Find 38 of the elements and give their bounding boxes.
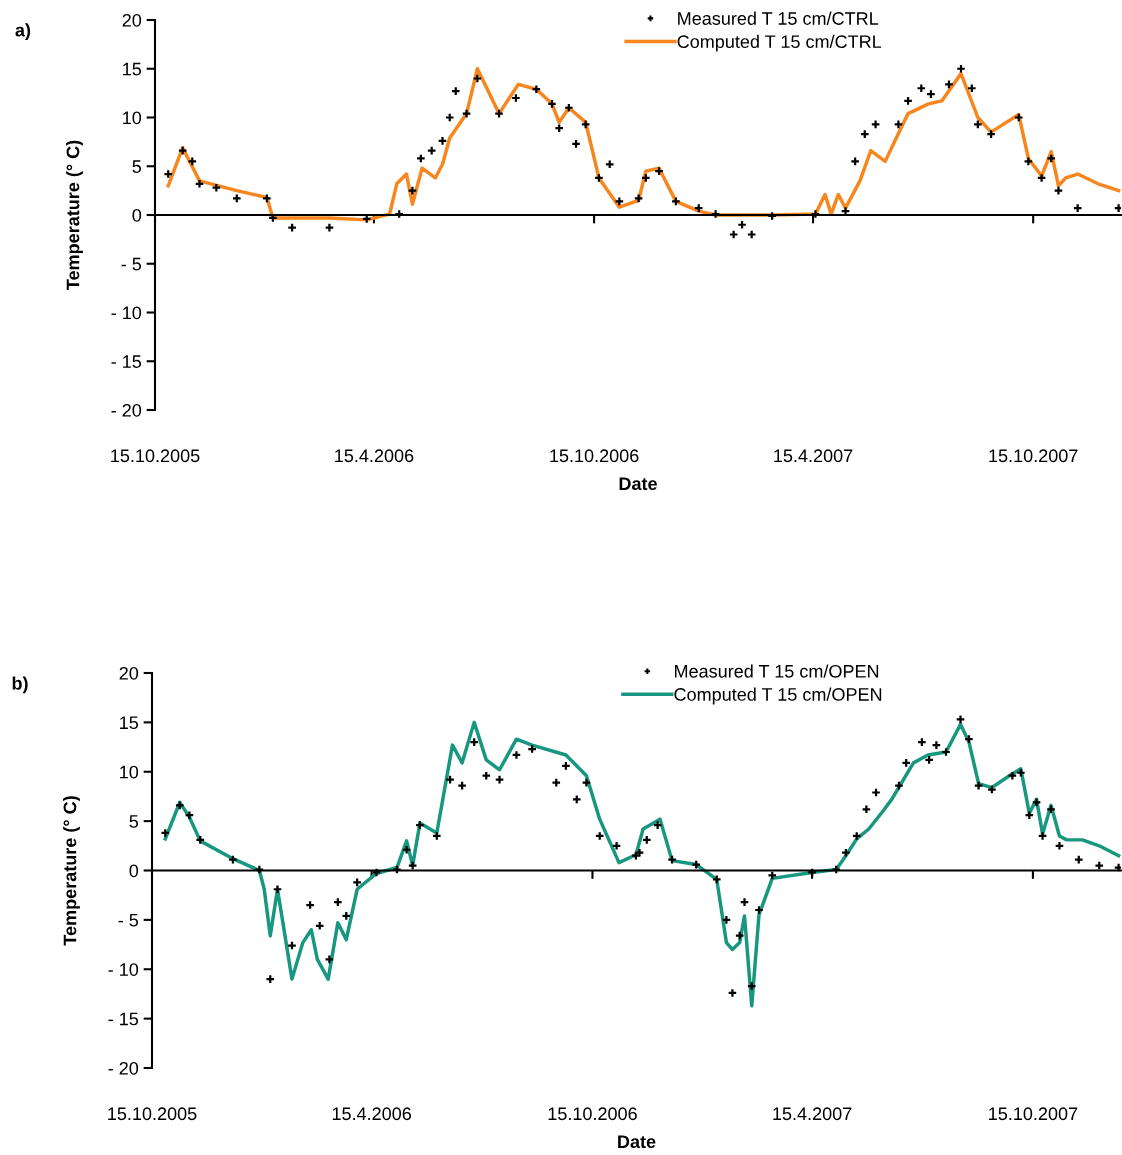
y-tick-label: - 20	[108, 1061, 139, 1075]
y-tick-label: - 5	[118, 914, 139, 927]
y-tick-label: 5	[132, 160, 142, 173]
y-tick-label: - 10	[111, 306, 142, 320]
x-axis-title: Date	[619, 477, 657, 491]
x-tick-label: 15.10.2007	[989, 449, 1078, 463]
x-tick-label: 15.4.2007	[774, 449, 853, 463]
text: b)	[12, 676, 28, 694]
y-tick-label: - 15	[108, 1012, 139, 1026]
y-tick-label: - 5	[121, 257, 142, 271]
x-tick-label: 15.4.2006	[335, 449, 414, 463]
x-tick-label: 15.10.2007	[989, 1107, 1078, 1121]
y-tick-label: - 10	[108, 963, 139, 976]
x-tick-label: 15.10.2005	[108, 1107, 197, 1121]
x-tick-label: 15.10.2005	[111, 449, 200, 463]
x-tick-label: 15.10.2006	[548, 1107, 637, 1121]
text: a)	[15, 23, 31, 41]
y-tick-label: 10	[120, 765, 139, 779]
x-tick-label: 15.4.2007	[773, 1107, 852, 1121]
legend-label: Measured T 15 cm/CTRL	[678, 11, 879, 25]
y-tick-label: 15	[120, 716, 139, 730]
y-tick-label: 0	[129, 864, 139, 878]
x-tick-label: 15.10.2006	[550, 449, 639, 463]
legend-label: Computed T 15 cm/OPEN	[674, 687, 882, 705]
y-tick-label: 15	[123, 62, 142, 76]
y-tick-label: 20	[122, 13, 142, 27]
y-tick-label: 10	[123, 111, 142, 125]
y-axis-title: Temperature (° C)	[63, 796, 80, 946]
legend-label: Measured T 15 cm/OPEN	[675, 664, 879, 678]
y-tick-label: 5	[129, 815, 139, 828]
y-tick-label: - 20	[111, 403, 142, 417]
x-axis-title: Date	[618, 1135, 656, 1149]
y-tick-label: 0	[132, 208, 142, 222]
x-tick-label: 15.4.2006	[332, 1107, 411, 1121]
y-tick-label: 20	[119, 666, 139, 680]
y-tick-label: - 15	[111, 355, 142, 368]
legend-label: Computed T 15 cm/CTRL	[677, 34, 882, 52]
y-axis-title: Temperature (° C)	[66, 140, 83, 290]
